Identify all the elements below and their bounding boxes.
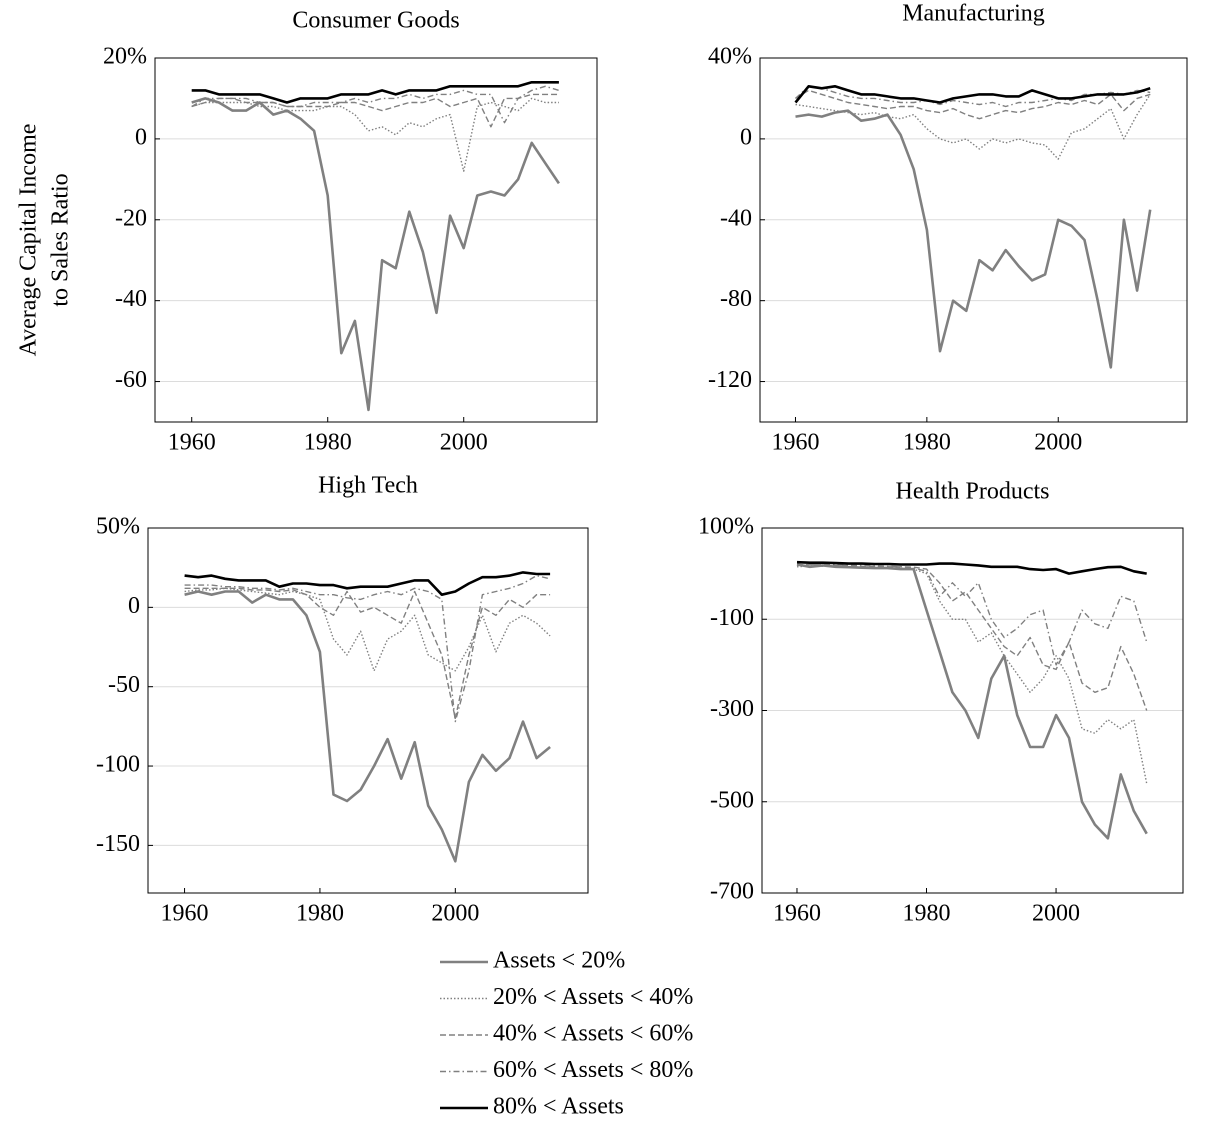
legend-label: 60% < Assets < 80% — [493, 1057, 693, 1083]
y-tick-label: -20 — [115, 205, 147, 231]
plot-frame — [759, 57, 1188, 423]
series-line — [191, 97, 560, 412]
x-tick-label: 1960 — [168, 430, 216, 456]
series-line — [795, 89, 1151, 120]
x-tick-label: 2000 — [1032, 901, 1080, 927]
chart-title: Manufacturing — [902, 1, 1045, 27]
y-tick-label: -40 — [720, 205, 752, 231]
x-tick-label: 1960 — [773, 901, 821, 927]
y-tick-label: -50 — [108, 672, 140, 698]
series-line — [191, 81, 559, 104]
y-tick-label: 20% — [103, 44, 147, 70]
legend-label: 80% < Assets — [493, 1094, 624, 1120]
x-tick-label: 1980 — [903, 901, 951, 927]
y-axis-label: to Sales Ratio — [48, 173, 74, 306]
chart-title: Health Products — [896, 479, 1050, 505]
y-tick-label: 40% — [708, 44, 752, 70]
x-tick-label: 2000 — [440, 430, 488, 456]
y-tick-label: -60 — [115, 367, 147, 393]
y-tick-label: 0 — [740, 124, 752, 150]
y-tick-label: -500 — [710, 787, 754, 813]
y-tick-label: -40 — [115, 286, 147, 312]
y-tick-label: -300 — [710, 696, 754, 722]
series-line — [184, 571, 551, 596]
y-tick-label: -700 — [710, 879, 754, 905]
y-tick-label: 0 — [135, 124, 147, 150]
series-line — [191, 97, 559, 172]
series-line — [796, 560, 1147, 575]
series-line — [796, 563, 1148, 711]
x-tick-label: 1960 — [771, 430, 819, 456]
x-tick-label: 1980 — [903, 430, 951, 456]
legend-label: 40% < Assets < 60% — [493, 1021, 693, 1047]
y-axis-label: Average Capital Income — [16, 124, 42, 357]
series-line — [795, 94, 1151, 160]
x-tick-label: 2000 — [1034, 430, 1082, 456]
series-line — [796, 563, 1148, 840]
x-tick-label: 1980 — [296, 901, 344, 927]
chart-title: Consumer Goods — [292, 8, 459, 34]
legend-label: Assets < 20% — [493, 948, 625, 974]
series-line — [184, 587, 551, 672]
series-line — [796, 563, 1148, 666]
y-tick-label: -80 — [720, 286, 752, 312]
plot-frame — [154, 57, 598, 423]
y-tick-label: -100 — [710, 605, 754, 631]
x-tick-label: 2000 — [431, 901, 479, 927]
y-tick-label: -100 — [96, 752, 140, 778]
legend-label: 20% < Assets < 40% — [493, 984, 693, 1010]
y-tick-label: -150 — [96, 831, 140, 857]
y-tick-label: 100% — [698, 514, 754, 540]
series-line — [184, 574, 551, 723]
plot-frame — [761, 527, 1184, 894]
series-line — [796, 565, 1148, 784]
x-tick-label: 1960 — [161, 901, 209, 927]
series-line — [191, 93, 559, 128]
series-line — [795, 109, 1152, 369]
series-line — [191, 85, 560, 124]
x-tick-label: 1980 — [304, 430, 352, 456]
y-tick-label: 0 — [128, 593, 140, 619]
y-tick-label: 50% — [96, 514, 140, 540]
series-line — [794, 85, 1151, 104]
y-tick-label: -120 — [708, 367, 752, 393]
series-line — [184, 587, 551, 720]
chart-title: High Tech — [318, 473, 418, 499]
series-line — [184, 590, 551, 863]
plot-frame — [147, 527, 589, 894]
